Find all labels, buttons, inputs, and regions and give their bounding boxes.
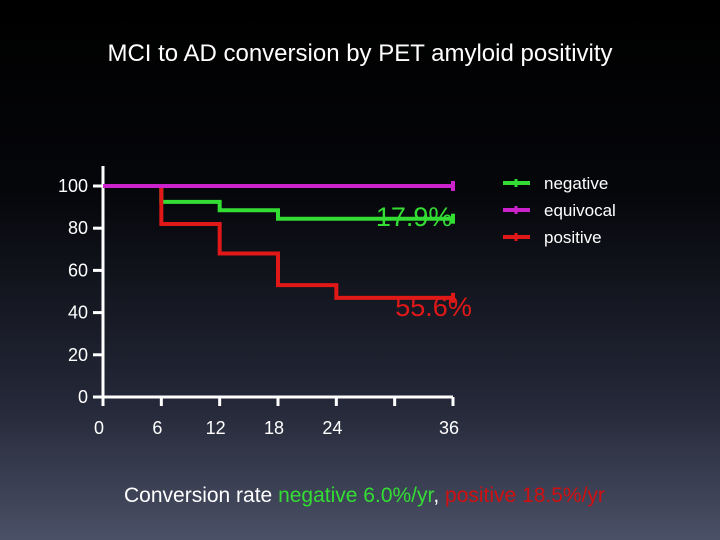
legend-label-equivocal: equivocal bbox=[544, 201, 616, 220]
annotation-1: 55.6% bbox=[395, 292, 472, 322]
footer-negative-rate: negative 6.0%/yr bbox=[278, 484, 434, 507]
y-tick-label-20: 20 bbox=[68, 345, 88, 365]
legend-label-positive: positive bbox=[544, 228, 602, 247]
annotation-0: 17.9% bbox=[376, 202, 453, 232]
x-tick-label-6: 6 bbox=[152, 418, 162, 438]
x-tick-label-36: 36 bbox=[439, 418, 459, 438]
footer-prefix: Conversion rate bbox=[124, 484, 279, 507]
series-layer bbox=[103, 181, 455, 303]
x-tick-label-18: 18 bbox=[264, 418, 284, 438]
x-tick-label-0: 0 bbox=[94, 418, 104, 438]
y-tick-label-40: 40 bbox=[68, 303, 88, 323]
x-tick-label-24: 24 bbox=[322, 418, 342, 438]
annotations: 17.9% 55.6% bbox=[376, 202, 472, 322]
footer-separator: , bbox=[433, 484, 446, 507]
x-tick-label-12: 12 bbox=[206, 418, 226, 438]
footer-positive-rate: positive 18.5%/yr bbox=[445, 484, 605, 507]
axes: 0 20 40 60 80 100 0 6 12 18 24 36 bbox=[58, 166, 459, 438]
conversion-rate-footer: Conversion rate negative 6.0%/yr, positi… bbox=[124, 484, 605, 508]
y-tick-label-80: 80 bbox=[68, 218, 88, 238]
legend-label-negative: negative bbox=[544, 174, 608, 193]
series-line-positive bbox=[103, 184, 453, 300]
y-tick-label-0: 0 bbox=[78, 387, 88, 407]
y-tick-label-100: 100 bbox=[58, 176, 88, 196]
y-tick-label-60: 60 bbox=[68, 260, 88, 280]
legend: negative equivocal positive bbox=[503, 174, 616, 247]
chart-title: MCI to AD conversion by PET amyloid posi… bbox=[107, 40, 613, 67]
